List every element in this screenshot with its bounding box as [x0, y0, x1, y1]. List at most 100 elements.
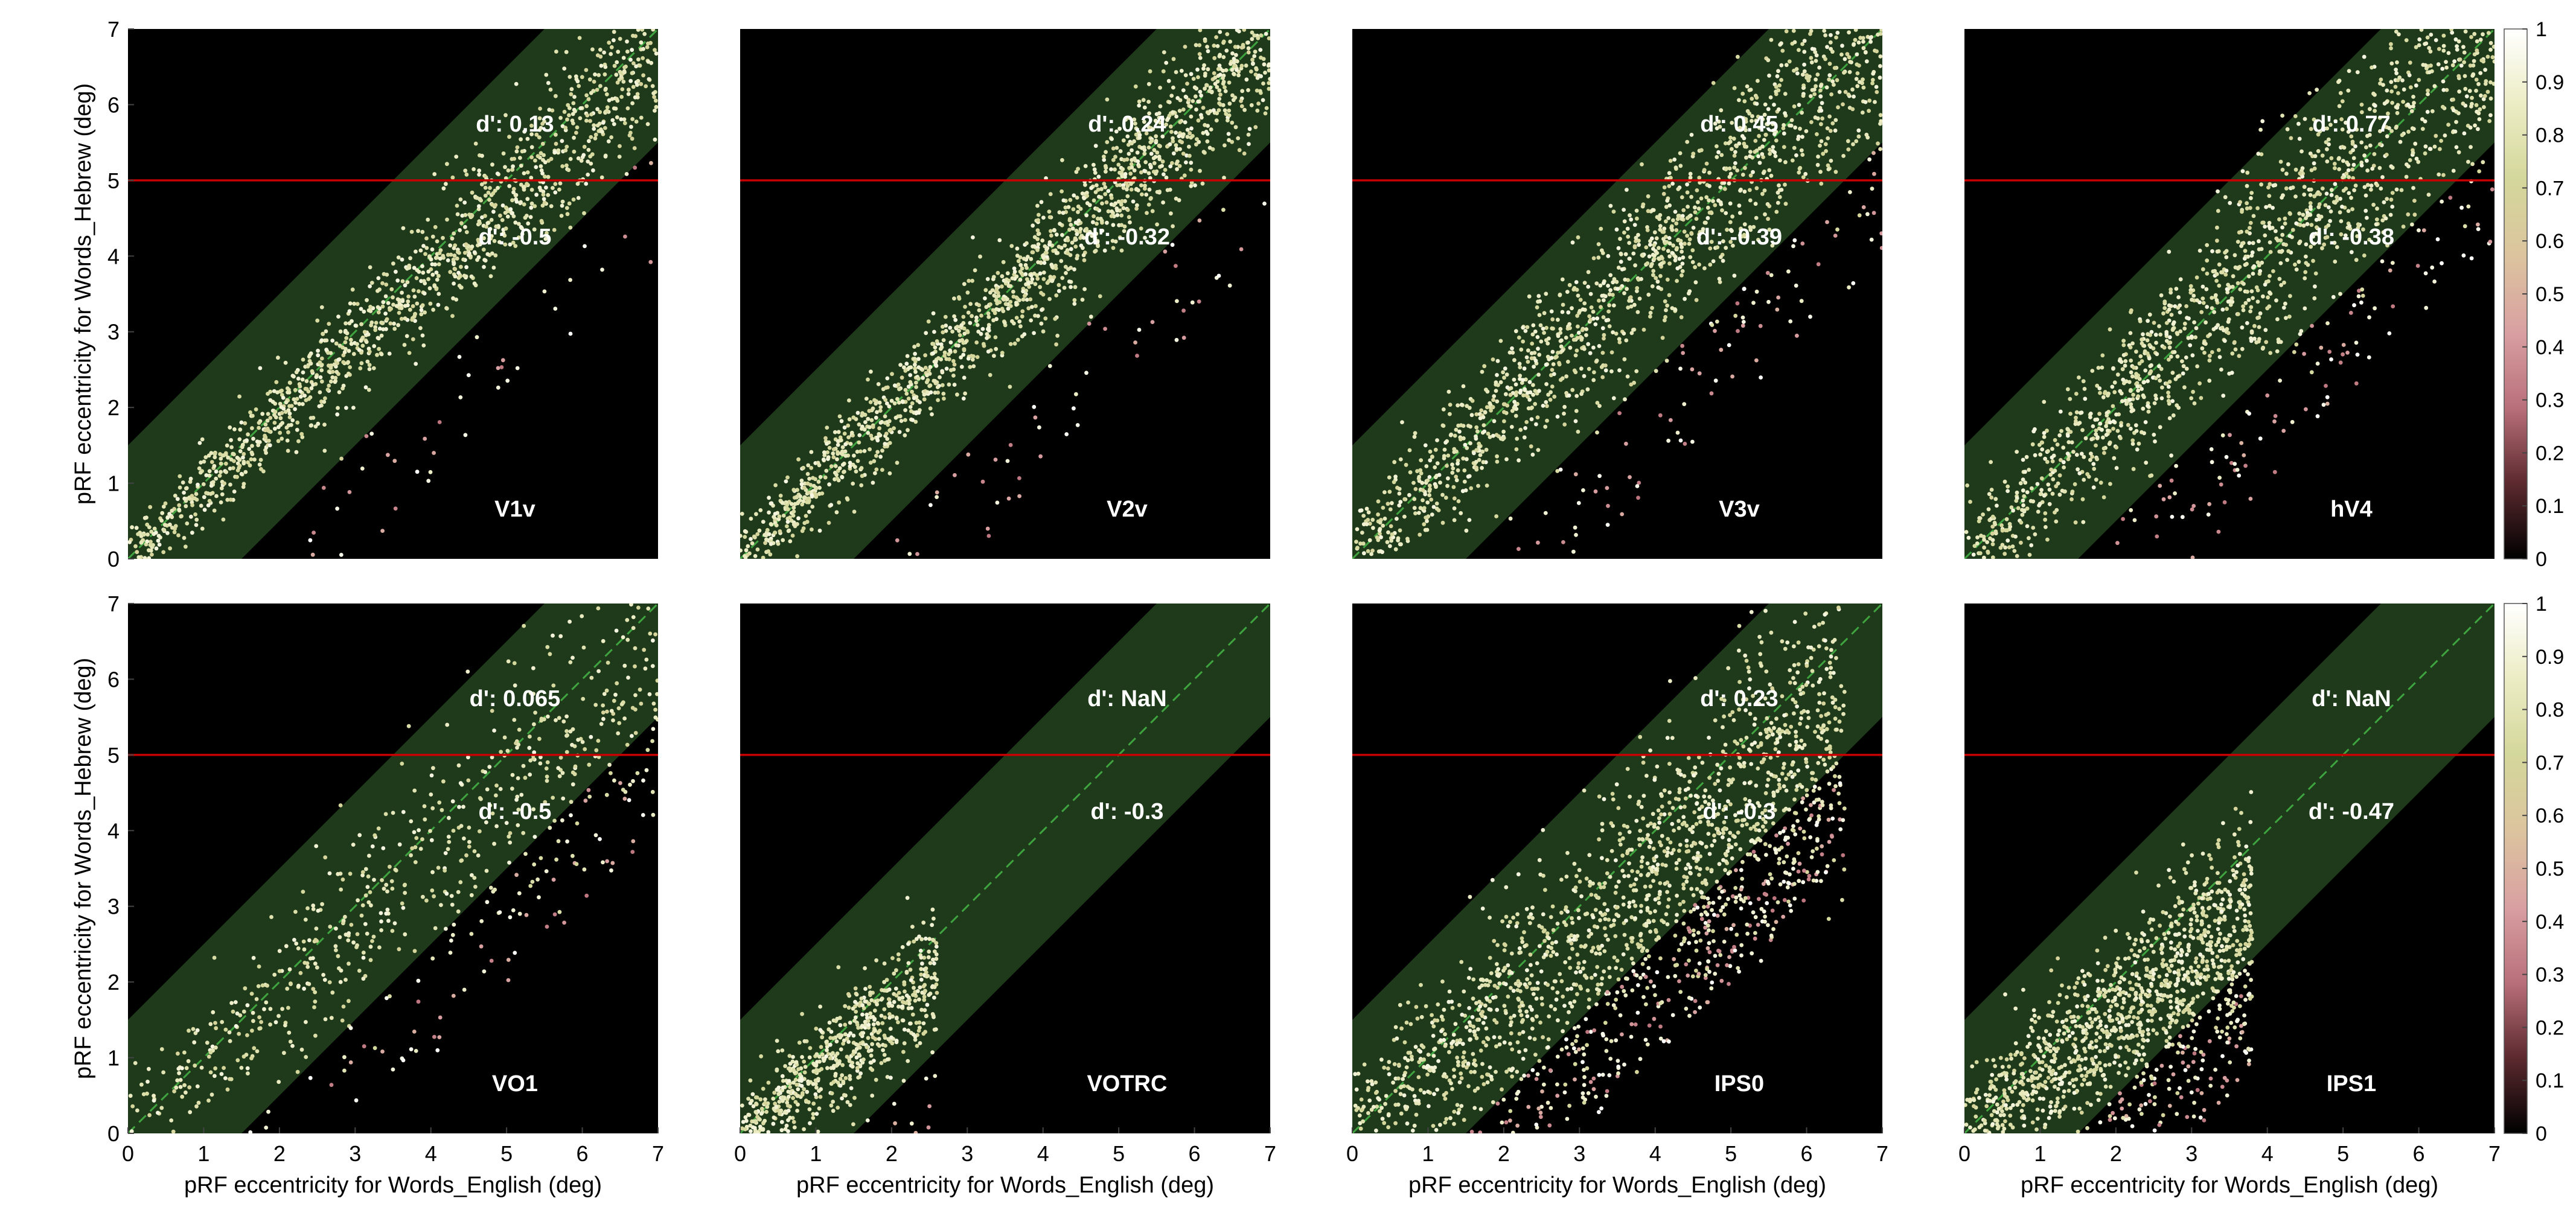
data-point [2267, 224, 2272, 229]
scatter-points [1354, 29, 1882, 556]
data-point [198, 470, 203, 475]
data-point [1435, 438, 1439, 442]
data-point [295, 420, 300, 425]
data-point [1531, 323, 1536, 328]
data-point [931, 342, 936, 346]
data-point [2287, 314, 2292, 319]
data-point [2367, 237, 2372, 242]
data-point [902, 365, 906, 370]
data-point [505, 214, 510, 219]
data-point [248, 463, 252, 468]
data-point [1874, 90, 1879, 94]
data-point [1213, 81, 1218, 86]
data-point [855, 410, 860, 415]
data-point [948, 348, 953, 353]
data-point [508, 207, 513, 212]
data-point [1793, 125, 1798, 130]
data-point [229, 445, 234, 450]
data-point [483, 214, 487, 218]
data-point [364, 434, 369, 438]
data-point [500, 203, 505, 208]
data-point [1385, 540, 1390, 544]
data-point [1226, 132, 1231, 136]
data-point [1570, 387, 1575, 392]
data-point [2020, 512, 2025, 517]
data-point [2321, 403, 2326, 407]
data-point [1798, 126, 1802, 131]
data-point [412, 314, 417, 319]
data-point [1055, 333, 1059, 338]
data-point [1072, 406, 1076, 411]
data-point [857, 433, 862, 438]
data-point [1879, 231, 1882, 236]
data-point [268, 389, 273, 394]
data-point [961, 352, 966, 357]
data-point [829, 464, 834, 469]
data-point [2141, 332, 2145, 337]
data-point [1041, 255, 1046, 260]
data-point [2030, 442, 2035, 447]
data-point [931, 351, 935, 355]
data-point [903, 418, 907, 422]
data-point [2337, 104, 2342, 109]
data-point [1169, 130, 1174, 134]
data-point [1430, 454, 1434, 459]
data-point [1498, 380, 1503, 384]
data-point [1393, 474, 1398, 479]
data-point [1234, 68, 1239, 72]
data-point [650, 84, 655, 89]
data-point [473, 141, 478, 146]
data-point [336, 314, 340, 319]
data-point [1535, 305, 1539, 310]
data-point [883, 398, 887, 402]
data-point [1122, 224, 1127, 229]
data-point [2176, 406, 2181, 410]
data-point [344, 321, 348, 326]
data-point [1513, 413, 1518, 418]
data-point [368, 305, 372, 309]
data-point [1544, 382, 1549, 386]
data-point [1851, 281, 1856, 285]
data-point [1036, 242, 1041, 247]
data-point [1027, 284, 1031, 289]
data-point [1995, 503, 1999, 508]
data-point [1398, 528, 1402, 533]
data-point [1253, 49, 1258, 54]
data-point [877, 400, 882, 405]
data-point [388, 308, 392, 312]
data-point [1845, 52, 1850, 57]
data-point [513, 220, 518, 225]
data-point [2273, 414, 2278, 418]
data-point [136, 555, 141, 559]
data-point [1521, 325, 1526, 330]
data-point [890, 372, 894, 377]
data-point [849, 430, 854, 435]
data-point [1091, 198, 1096, 203]
data-point [1818, 94, 1823, 99]
data-point [1696, 200, 1700, 205]
data-point [1758, 323, 1763, 328]
data-point [960, 338, 965, 342]
data-point [1039, 321, 1044, 326]
data-point [2278, 159, 2283, 164]
data-point [1400, 420, 1404, 424]
data-point [2190, 298, 2194, 302]
data-point [630, 101, 634, 106]
data-point [1611, 330, 1616, 334]
data-point [1177, 164, 1182, 168]
data-point [1834, 35, 1838, 40]
data-point [622, 70, 627, 75]
data-point [1655, 250, 1660, 255]
data-point [628, 130, 633, 135]
data-point [2082, 387, 2087, 391]
data-point [274, 380, 279, 384]
data-point [799, 479, 804, 483]
data-point [1024, 277, 1029, 281]
data-point [653, 98, 658, 103]
data-point [204, 491, 208, 495]
data-point [421, 279, 426, 283]
data-point [1072, 302, 1077, 306]
data-point [584, 118, 589, 123]
data-point [875, 435, 880, 440]
data-point [2332, 162, 2337, 166]
